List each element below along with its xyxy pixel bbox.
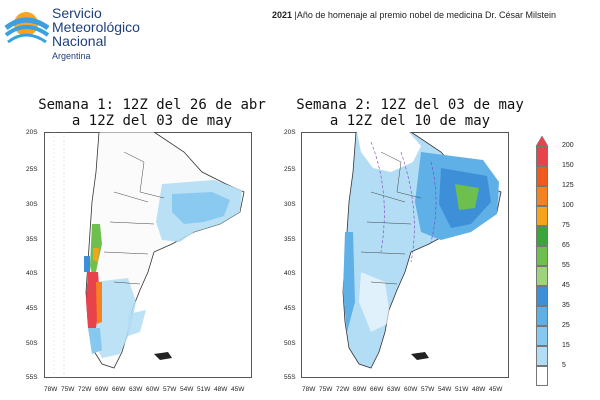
x-tick: 69W	[95, 386, 109, 393]
x-tick: 72W	[78, 386, 92, 393]
x-tick: 57W	[163, 386, 177, 393]
legend-level-label: 45	[562, 282, 570, 289]
y-tick: 30S	[284, 201, 296, 208]
precip-legend: 200 150 125 100 75 65 55 45 35 25 15 5	[536, 136, 596, 386]
legend-level-label: 35	[562, 302, 570, 309]
panel-1-title: Semana 1: 12Z del 26 de abr a 12Z del 03…	[22, 97, 282, 129]
legend-swatch	[536, 246, 548, 266]
x-tick: 45W	[489, 386, 503, 393]
org-country: Argentina	[52, 51, 91, 61]
note-year: 2021	[272, 10, 293, 20]
x-tick: 51W	[197, 386, 211, 393]
y-tick: 30S	[26, 201, 38, 208]
org-name: Servicio Meteorológico Nacional Argentin…	[52, 6, 140, 63]
x-tick: 48W	[472, 386, 486, 393]
panel-1-title-line2: a 12Z del 03 de may	[71, 113, 233, 129]
legend-level-label: 200	[562, 142, 574, 149]
x-tick: 75W	[319, 386, 333, 393]
y-tick: 40S	[284, 270, 296, 277]
header-note: 2021 |Año de homenaje al premio nobel de…	[272, 10, 556, 20]
x-tick: 54W	[180, 386, 194, 393]
x-tick: 60W	[404, 386, 418, 393]
org-line-1: Servicio	[52, 5, 102, 21]
legend-level-label: 15	[562, 342, 570, 349]
y-tick: 50S	[284, 340, 296, 347]
y-tick: 35S	[284, 236, 296, 243]
panel-1-map	[44, 132, 252, 378]
panel-1-title-line1: Semana 1: 12Z del 26 de abr	[38, 97, 266, 113]
x-tick: 72W	[336, 386, 350, 393]
legend-swatch	[536, 286, 548, 306]
legend-swatch	[536, 326, 548, 346]
x-tick: 63W	[387, 386, 401, 393]
legend-swatch	[536, 166, 548, 186]
x-tick: 51W	[455, 386, 469, 393]
x-tick: 63W	[129, 386, 143, 393]
y-tick: 40S	[26, 270, 38, 277]
sun-waves-logo-icon	[4, 12, 50, 44]
y-tick: 55S	[26, 374, 38, 381]
legend-swatch	[536, 206, 548, 226]
x-tick: 78W	[302, 386, 316, 393]
legend-level-label: 5	[562, 362, 566, 369]
y-tick: 25S	[284, 166, 296, 173]
org-line-2: Meteorológico	[52, 19, 140, 35]
panel-2-title-line1: Semana 2: 12Z del 03 de may	[296, 97, 524, 113]
y-tick: 20S	[26, 129, 38, 136]
legend-level-label: 65	[562, 242, 570, 249]
legend-top-cap	[536, 136, 548, 146]
legend-swatch	[536, 266, 548, 286]
y-tick: 20S	[284, 129, 296, 136]
x-tick: 45W	[231, 386, 245, 393]
x-tick: 48W	[214, 386, 228, 393]
panel-2-title: Semana 2: 12Z del 03 de may a 12Z del 10…	[280, 97, 540, 129]
x-tick: 57W	[421, 386, 435, 393]
legend-level-label: 100	[562, 202, 574, 209]
x-tick: 69W	[353, 386, 367, 393]
y-tick: 55S	[284, 374, 296, 381]
legend-level-label: 150	[562, 162, 574, 169]
y-tick: 45S	[284, 305, 296, 312]
org-line-3: Nacional	[52, 33, 107, 49]
legend-level-label: 55	[562, 262, 570, 269]
legend-swatch	[536, 146, 548, 166]
legend-swatch	[536, 226, 548, 246]
y-tick: 25S	[26, 166, 38, 173]
smn-logo: Servicio Meteorológico Nacional Argentin…	[4, 2, 164, 62]
legend-level-label: 75	[562, 222, 570, 229]
y-tick: 35S	[26, 236, 38, 243]
legend-level-label: 25	[562, 322, 570, 329]
x-tick: 66W	[370, 386, 384, 393]
panel-2-title-line2: a 12Z del 10 de may	[329, 113, 491, 129]
legend-level-label: 125	[562, 182, 574, 189]
legend-swatch	[536, 346, 548, 366]
legend-swatch	[536, 366, 548, 386]
x-tick: 60W	[146, 386, 160, 393]
x-tick: 78W	[44, 386, 58, 393]
y-tick: 50S	[26, 340, 38, 347]
x-tick: 75W	[61, 386, 75, 393]
legend-swatch	[536, 306, 548, 326]
panel-2-map	[301, 132, 509, 378]
y-tick: 45S	[26, 305, 38, 312]
legend-swatch	[536, 186, 548, 206]
x-tick: 54W	[438, 386, 452, 393]
note-text: |Año de homenaje al premio nobel de medi…	[292, 10, 557, 20]
x-tick: 66W	[112, 386, 126, 393]
